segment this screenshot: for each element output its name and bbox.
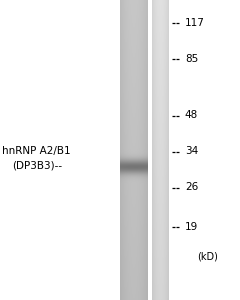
- Text: 26: 26: [185, 182, 198, 193]
- Text: hnRNP A2/B1: hnRNP A2/B1: [2, 146, 71, 156]
- Text: (DP3B3)--: (DP3B3)--: [12, 161, 62, 171]
- Text: 19: 19: [185, 221, 198, 232]
- Text: 34: 34: [185, 146, 198, 157]
- Text: (kD): (kD): [197, 251, 218, 262]
- Text: 117: 117: [185, 17, 205, 28]
- Text: 85: 85: [185, 53, 198, 64]
- Text: 48: 48: [185, 110, 198, 121]
